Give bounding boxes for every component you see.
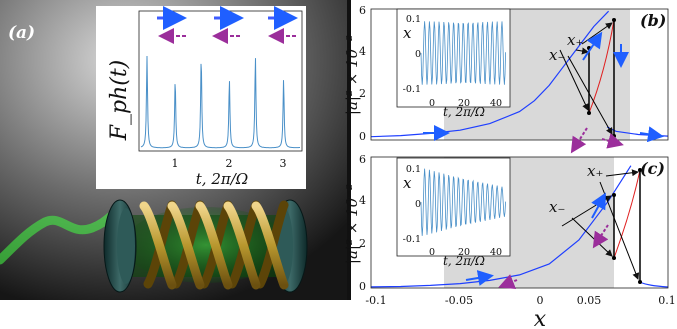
panel-b-arrow-backward-2 (601, 133, 624, 149)
panel-b-arrow-backward-1 (570, 127, 588, 154)
panel-c-point (638, 168, 642, 172)
panel-c-xplus-label: x₊ (587, 162, 603, 180)
panel-a-inset: F_ph(t) 1 2 3 t, 2π/Ω (96, 6, 306, 189)
x-tick: -0.1 (365, 294, 386, 307)
spring-coil (139, 200, 289, 290)
panel-c-xplus-pointer-2 (599, 181, 640, 280)
panel-b-xplus-pointer-2 (575, 47, 589, 55)
panel-b-inset-ytick: 0.1 (406, 14, 421, 25)
panel-b-xplus-label: x₊ (567, 31, 583, 49)
panel-b-inset-xlabel: t, 2π/Ω (443, 105, 485, 119)
force-spikes (140, 55, 300, 149)
panel-c-inset-xtick: 40 (490, 247, 502, 258)
panel-c-point (638, 280, 642, 284)
panel-b-frame (370, 8, 669, 141)
panel-b-xminus-label: x₋ (549, 46, 565, 64)
left-mirror-face (117, 208, 135, 284)
panel-b-ytick: 2 (359, 87, 366, 100)
x-tick: -0.05 (445, 294, 473, 307)
panel-c-point (612, 256, 616, 260)
panel-c-lower-branch (639, 281, 668, 288)
panel-c-xminus-label: x₋ (549, 198, 565, 216)
panel-b-inset-xtick: 20 (458, 98, 470, 109)
panel-c-inset-signal (420, 168, 506, 236)
optomechanical-device (0, 199, 308, 293)
panel-c-inset-xtick: 0 (429, 247, 435, 258)
panel-b-inset-xtick: 40 (490, 98, 502, 109)
panel-a-inset-xlabel: t, 2π/Ω (196, 170, 248, 188)
panel-c-inset-ytick: 0.1 (406, 164, 421, 175)
panel-c-inset-ytick: -0.1 (403, 234, 421, 245)
panel-b-point (587, 111, 591, 115)
coil-turn-front (139, 201, 177, 290)
panel-b-arrow-forward-3 (639, 126, 664, 143)
coil-turn-front (167, 201, 205, 290)
panel-b-inset-ytick: 0 (415, 49, 421, 60)
panel-b-point (612, 18, 616, 22)
panel-c-arrow-backward-1 (498, 274, 518, 289)
panel-c-arrow-backward-2 (592, 224, 609, 249)
panel-b-ylabel: |a|² × 10⁻² (343, 35, 361, 115)
panel-c-arrow-forward-2 (591, 192, 606, 219)
coil-turn-front (251, 201, 289, 290)
pulse-direction-arrows (157, 6, 298, 44)
panel-b-xminus-pointer (559, 49, 589, 111)
panel-a-inset-ylabel: F_ph(t) (107, 60, 132, 142)
panel-c-inset-ylabel: x (403, 174, 412, 192)
panel-c-label: (c) (640, 159, 665, 178)
panel-divider (347, 0, 351, 300)
panel-b-inset: x 0.1 0 -0.1 0 20 40 t, 2π/Ω (396, 8, 511, 119)
oscillation-trace (420, 21, 506, 85)
panel-c-ytick: 2 (359, 237, 366, 250)
panel-b: x₊ x₋ (b) |a|² × 10⁻² 0 2 4 6 x 0.1 0 -0… (343, 4, 669, 154)
panel-b-inset-ylabel: x (403, 24, 412, 42)
panel-b-label: (b) (640, 11, 666, 30)
panel-c-ytick: 6 (359, 153, 366, 166)
x-tick: 0 (537, 294, 544, 307)
panel-c-point (612, 193, 616, 197)
panel-c-xplus-pointer (605, 169, 639, 177)
panel-b-ytick: 6 (359, 4, 366, 17)
panel-a: (a) F_ph(t) 1 2 3 t, 2π/Ω (0, 0, 351, 300)
panel-c: x₊ x₋ (c) |a|² × 10⁻² 0 2 4 6 x 0.1 0 -0… (343, 153, 669, 293)
panel-b-inset-xtick: 0 (429, 98, 435, 109)
x-tick: 0.05 (577, 294, 602, 307)
x-axis-label: x (534, 307, 547, 329)
panel-b-xminus-pointer-2 (567, 55, 613, 135)
panel-a-inset-xtick-2: 2 (226, 157, 233, 170)
panel-b-ytick: 0 (359, 130, 366, 143)
panel-b-inset-signal (420, 21, 506, 85)
shared-x-axis: -0.1 -0.05 0 0.05 0.1 x (365, 294, 675, 329)
panel-c-ytick: 0 (359, 280, 366, 293)
panel-c-inset-xlabel: t, 2π/Ω (443, 254, 485, 268)
panel-c-inset-ytick: 0 (415, 199, 421, 210)
panel-b-arrow-forward-2 (582, 31, 603, 61)
panel-a-inset-xtick-3: 3 (280, 157, 287, 170)
panel-c-xminus-pointer (571, 217, 613, 257)
panel-b-point (612, 134, 616, 138)
panel-b-ytick: 4 (359, 45, 366, 58)
panel-c-arrow-forward-1 (465, 270, 494, 286)
panel-b-unstable-branch (588, 19, 615, 114)
force-signal (140, 55, 300, 149)
oscillation-trace (420, 168, 506, 236)
panel-c-ylabel: |a|² × 10⁻² (343, 184, 361, 264)
coil-turn-front (223, 201, 261, 290)
panel-c-unstable-branch (613, 169, 641, 259)
panel-c-inset-xtick: 20 (458, 247, 470, 258)
panel-c-inset: x 0.1 0 -0.1 0 20 40 t, 2π/Ω (396, 157, 511, 268)
panel-b-inset-ytick: -0.1 (403, 84, 421, 95)
panel-a-inset-xtick-1: 1 (172, 157, 179, 170)
panel-a-label: (a) (8, 23, 35, 43)
panel-c-frame (370, 156, 669, 289)
panel-c-ytick: 4 (359, 194, 366, 207)
coil-turn-front (195, 201, 233, 290)
x-tick: 0.1 (658, 294, 676, 307)
